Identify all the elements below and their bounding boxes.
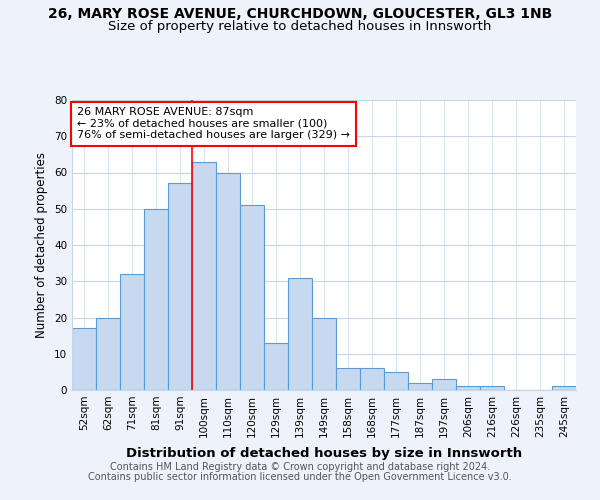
Bar — [288, 278, 312, 390]
Bar — [144, 209, 168, 390]
Text: Contains HM Land Registry data © Crown copyright and database right 2024.: Contains HM Land Registry data © Crown c… — [110, 462, 490, 472]
Text: 26 MARY ROSE AVENUE: 87sqm
← 23% of detached houses are smaller (100)
76% of sem: 26 MARY ROSE AVENUE: 87sqm ← 23% of deta… — [77, 108, 350, 140]
Bar — [384, 372, 408, 390]
Text: Size of property relative to detached houses in Innsworth: Size of property relative to detached ho… — [109, 20, 491, 33]
Bar — [552, 386, 576, 390]
Y-axis label: Number of detached properties: Number of detached properties — [35, 152, 49, 338]
Text: Distribution of detached houses by size in Innsworth: Distribution of detached houses by size … — [126, 448, 522, 460]
Bar — [240, 205, 264, 390]
Bar — [216, 172, 240, 390]
Bar — [168, 184, 192, 390]
Bar — [264, 343, 288, 390]
Bar — [408, 383, 432, 390]
Text: 26, MARY ROSE AVENUE, CHURCHDOWN, GLOUCESTER, GL3 1NB: 26, MARY ROSE AVENUE, CHURCHDOWN, GLOUCE… — [48, 8, 552, 22]
Bar — [456, 386, 480, 390]
Bar — [192, 162, 216, 390]
Bar — [432, 379, 456, 390]
Bar — [360, 368, 384, 390]
Bar — [312, 318, 336, 390]
Bar — [480, 386, 504, 390]
Bar — [96, 318, 120, 390]
Bar — [72, 328, 96, 390]
Text: Contains public sector information licensed under the Open Government Licence v3: Contains public sector information licen… — [88, 472, 512, 482]
Bar — [120, 274, 144, 390]
Bar — [336, 368, 360, 390]
